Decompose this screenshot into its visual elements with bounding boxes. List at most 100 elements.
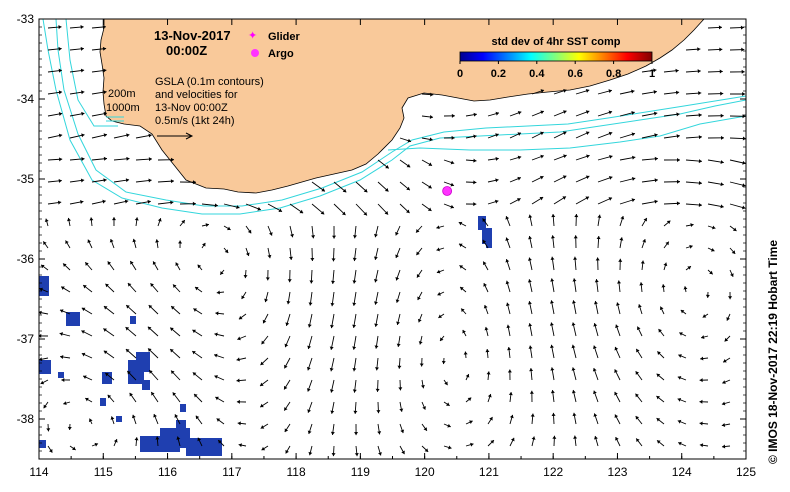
velocity-arrow xyxy=(531,154,544,161)
velocity-arrow xyxy=(685,69,701,74)
velocity-arrow xyxy=(619,132,636,139)
velocity-arrow xyxy=(91,199,106,205)
velocity-arrow xyxy=(437,291,445,296)
velocity-arrow xyxy=(729,225,737,232)
velocity-arrow xyxy=(135,133,152,139)
velocity-arrow xyxy=(214,375,225,381)
velocity-arrow xyxy=(39,287,49,293)
velocity-arrow xyxy=(148,304,159,315)
x-tick-label: 117 xyxy=(222,465,241,479)
velocity-arrow xyxy=(637,304,643,315)
velocity-arrow xyxy=(47,133,63,139)
velocity-arrow xyxy=(399,181,411,191)
velocity-arrow xyxy=(91,178,107,183)
velocity-arrow xyxy=(707,113,724,118)
velocity-arrow xyxy=(707,135,725,140)
velocity-arrow xyxy=(147,348,159,359)
velocity-arrow xyxy=(197,264,203,271)
velocity-arrow xyxy=(592,345,599,359)
velocity-arrow xyxy=(91,442,99,447)
velocity-arrow xyxy=(685,135,702,140)
velocity-arrow xyxy=(635,415,643,425)
velocity-arrow xyxy=(550,235,555,249)
velocity-arrow xyxy=(462,329,467,337)
velocity-arrow xyxy=(398,379,403,391)
velocity-arrow xyxy=(236,399,247,404)
velocity-arrow xyxy=(553,196,567,205)
velocity-arrow xyxy=(421,423,428,432)
velocity-arrow xyxy=(69,133,85,139)
velocity-arrow xyxy=(593,413,599,425)
velocity-arrow xyxy=(436,225,445,230)
velocity-arrow xyxy=(169,327,181,337)
velocity-arrow xyxy=(531,110,545,117)
velocity-arrow xyxy=(699,399,709,404)
velocity-arrow xyxy=(443,135,455,140)
velocity-arrow xyxy=(147,326,159,337)
velocity-arrow xyxy=(330,423,335,436)
velocity-arrow xyxy=(307,423,313,435)
velocity-arrow xyxy=(352,269,357,284)
isobath-inner xyxy=(387,115,746,151)
velocity-arrow xyxy=(60,355,71,359)
velocity-arrow xyxy=(395,247,401,259)
velocity-arrow xyxy=(152,261,159,271)
velocity-arrow xyxy=(685,159,702,164)
velocity-arrow xyxy=(465,202,477,207)
velocity-arrow xyxy=(596,235,601,249)
velocity-arrow xyxy=(573,256,578,271)
velocity-arrow xyxy=(397,357,402,369)
velocity-arrow xyxy=(157,157,175,162)
velocity-arrow xyxy=(724,335,731,342)
velocity-arrow xyxy=(169,348,181,359)
velocity-arrow xyxy=(619,177,636,183)
velocity-arrow xyxy=(614,414,621,425)
velocity-arrow xyxy=(572,412,577,425)
velocity-arrow xyxy=(353,225,357,239)
landmass-australia xyxy=(99,19,705,194)
velocity-arrow xyxy=(685,223,694,228)
velocity-arrow xyxy=(685,244,693,249)
velocity-arrow xyxy=(103,328,115,337)
velocity-arrow xyxy=(40,379,49,385)
velocity-arrow xyxy=(592,367,599,381)
velocity-arrow xyxy=(113,133,130,139)
velocity-arrow xyxy=(192,329,203,337)
velocity-arrow xyxy=(377,181,389,192)
velocity-arrow xyxy=(352,291,357,306)
velocity-arrow xyxy=(237,421,247,426)
gsla-line-2: and velocities for xyxy=(155,89,238,101)
velocity-arrow xyxy=(283,401,291,411)
velocity-arrow xyxy=(677,397,687,403)
velocity-arrow xyxy=(575,110,590,117)
velocity-arrow xyxy=(553,110,567,117)
velocity-arrow xyxy=(549,322,555,337)
velocity-arrow xyxy=(575,175,590,183)
colorbar-tick-label: 0 xyxy=(457,68,463,80)
velocity-arrow xyxy=(352,247,357,262)
velocity-arrow xyxy=(680,309,687,315)
velocity-arrow xyxy=(663,201,681,206)
velocity-arrow xyxy=(458,243,467,249)
velocity-arrow xyxy=(60,286,71,293)
velocity-arrow xyxy=(656,351,665,359)
velocity-arrow xyxy=(641,178,658,183)
velocity-arrow xyxy=(439,335,445,342)
velocity-arrow xyxy=(575,88,590,95)
velocity-arrow xyxy=(238,313,247,320)
velocity-arrow xyxy=(330,291,335,307)
velocity-arrow xyxy=(678,354,687,359)
velocity-arrow xyxy=(39,333,49,338)
velocity-arrow xyxy=(729,203,746,210)
velocity-arrow xyxy=(663,112,680,117)
velocity-arrow xyxy=(245,203,262,211)
velocity-arrow xyxy=(729,47,745,52)
velocity-arrow xyxy=(487,156,499,161)
velocity-arrow xyxy=(354,423,359,436)
velocity-arrow xyxy=(65,240,71,249)
velocity-arrow xyxy=(243,269,248,279)
velocity-arrow xyxy=(47,112,63,117)
velocity-arrow xyxy=(111,217,116,227)
velocity-arrow xyxy=(707,247,715,252)
argo-marker-icon xyxy=(251,49,259,57)
